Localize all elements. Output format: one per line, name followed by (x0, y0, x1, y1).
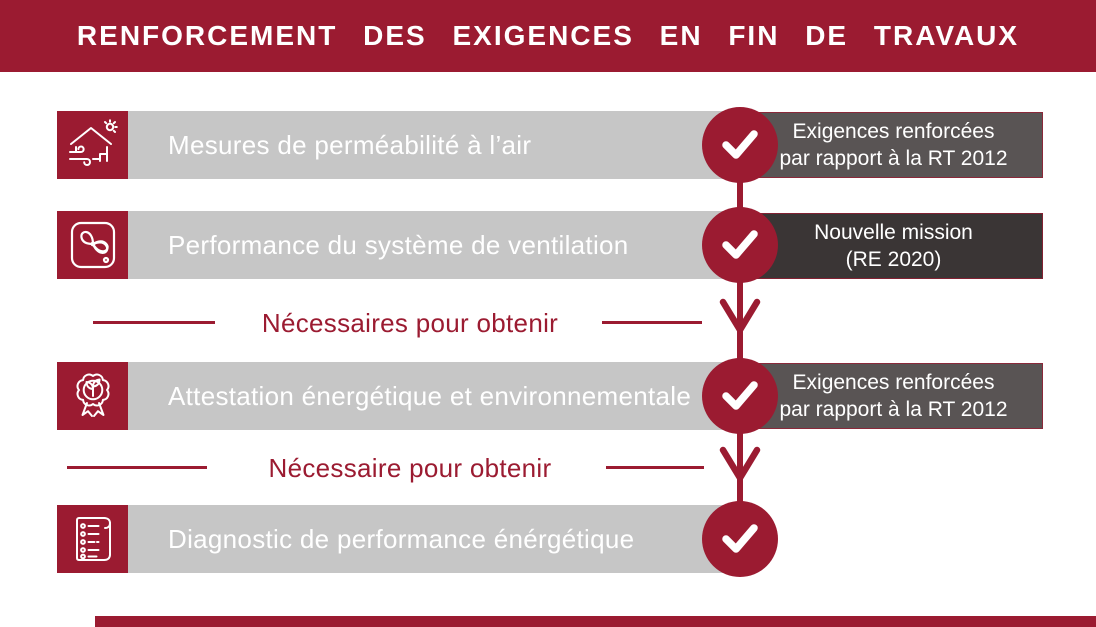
badge-line: Exigences renforcées (792, 119, 995, 143)
checkmark-icon (702, 207, 778, 283)
badge-line: (RE 2020) (845, 248, 942, 271)
status-badge: Exigences renforcées par rapport à la RT… (744, 112, 1043, 178)
badge-line: Nouvelle mission (814, 220, 973, 244)
arrow-down-icon (719, 446, 761, 482)
checkmark-icon (702, 107, 778, 183)
house-air-icon (57, 111, 128, 179)
title-banner: RENFORCEMENT DES EXIGENCES EN FIN DE TRA… (0, 0, 1096, 72)
flow-connector-line (737, 140, 743, 539)
step-bar-ventilation: Performance du système de ventilation (128, 211, 746, 279)
step-bar-diagnostic: Diagnostic de performance énérgétique (128, 505, 746, 573)
award-leaf-icon (57, 362, 128, 430)
separator-label: Nécessaire pour obtenir (268, 453, 552, 483)
footer-accent-bar (95, 616, 1096, 627)
step-label: Diagnostic de performance énérgétique (168, 523, 635, 554)
step-label: Attestation énergétique et environnement… (168, 380, 692, 411)
fan-icon (57, 211, 128, 279)
status-badge: Nouvelle mission (RE 2020) (744, 213, 1043, 279)
page-title: RENFORCEMENT DES EXIGENCES EN FIN DE TRA… (76, 20, 1020, 51)
separator-line (602, 321, 702, 324)
step-label: Mesures de perméabilité à l’air (168, 129, 532, 160)
separator-line (606, 466, 704, 469)
badge-line: par rapport à la RT 2012 (779, 398, 1008, 421)
badge-line: par rapport à la RT 2012 (779, 147, 1008, 170)
step-bar-attestation: Attestation énergétique et environnement… (128, 362, 746, 430)
status-badge: Exigences renforcées par rapport à la RT… (744, 363, 1043, 429)
checkmark-icon (702, 358, 778, 434)
separator-line (93, 321, 215, 324)
step-bar-permeabilite: Mesures de perméabilité à l’air (128, 111, 746, 179)
arrow-down-icon (719, 298, 761, 334)
checklist-icon (57, 505, 128, 573)
step-label: Performance du système de ventilation (168, 229, 629, 260)
checkmark-icon (702, 501, 778, 577)
badge-line: Exigences renforcées (792, 370, 995, 394)
separator-line (67, 466, 207, 469)
separator-label: Nécessaires pour obtenir (261, 308, 559, 338)
